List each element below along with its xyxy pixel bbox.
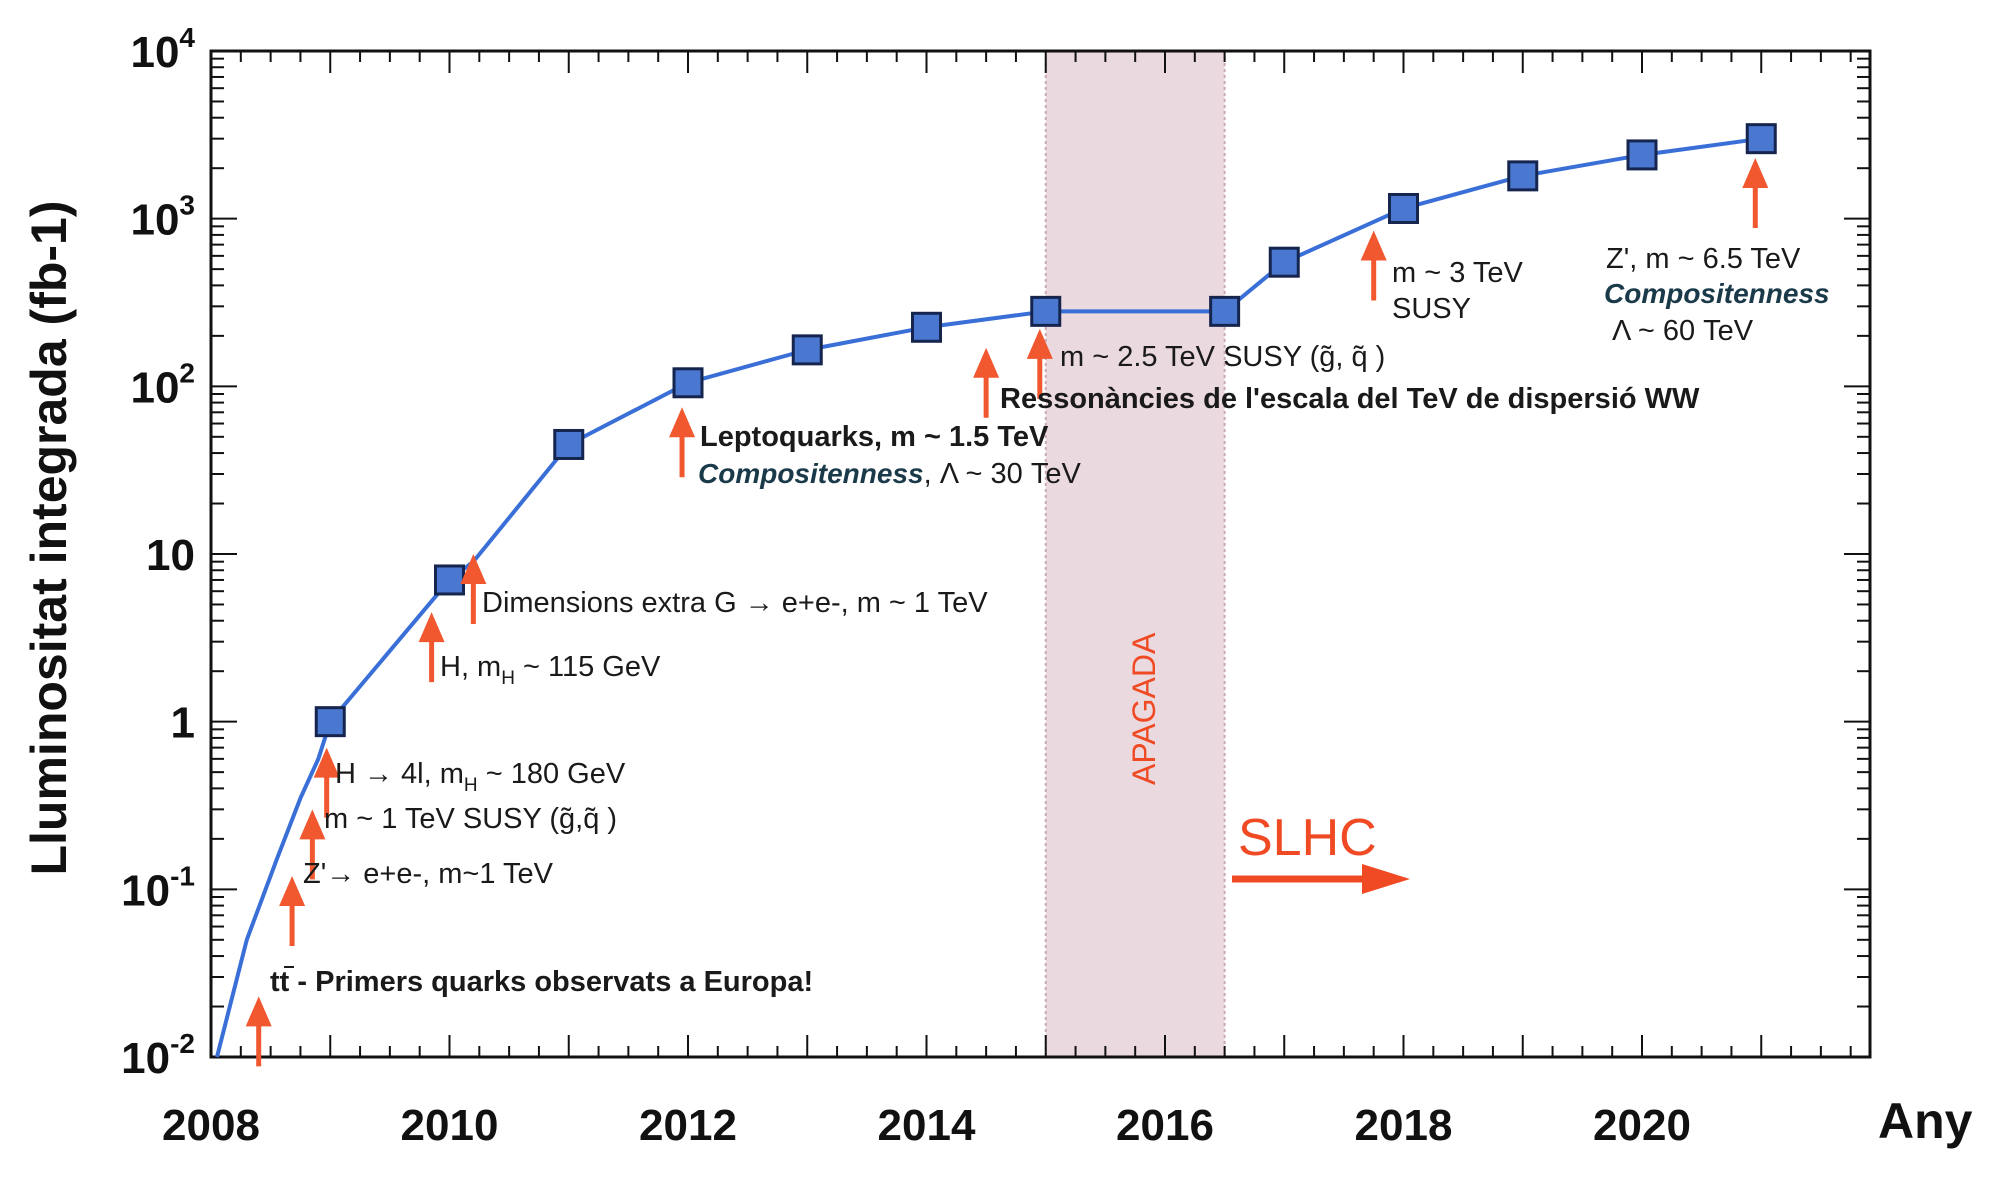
- event-arrow: [418, 612, 445, 683]
- x-axis-title: Any: [1878, 1093, 1973, 1149]
- data-point-marker: [1626, 139, 1658, 171]
- annotation-ressonancies: Ressonàncies de l'escala del TeV de disp…: [1000, 383, 1700, 415]
- event-arrow-head: [1360, 230, 1387, 261]
- x-tick-label: 2010: [401, 1101, 499, 1150]
- annotation-h4l: H → 4l, mH ~ 180 GeV: [335, 758, 626, 796]
- data-point-marker: [1745, 123, 1777, 155]
- data-point-marker: [434, 564, 465, 596]
- data-point-marker: [1268, 246, 1300, 278]
- x-tick-label: 2008: [162, 1101, 260, 1150]
- event-arrow: [1742, 158, 1769, 229]
- event-arrow-head: [313, 747, 340, 778]
- data-point-marker: [1209, 295, 1241, 327]
- y-tick-label: 10-2: [121, 1028, 195, 1083]
- y-tick-label: 103: [130, 190, 195, 245]
- annotation-susy-3tev: SUSY: [1392, 293, 1471, 325]
- event-arrow: [669, 407, 696, 478]
- y-tick-label: 104: [130, 22, 195, 77]
- luminosity-line: [215, 136, 1762, 1058]
- annotation-lambda-60: Λ ~ 60 TeV: [1612, 315, 1754, 347]
- y-tick-label: 102: [130, 357, 195, 412]
- event-arrow-head: [299, 809, 326, 840]
- event-arrow: [245, 996, 272, 1067]
- x-tick-label: 2020: [1593, 1101, 1691, 1150]
- y-tick-label: 1: [171, 699, 195, 748]
- y-tick-label: 10: [146, 531, 195, 580]
- data-point-marker: [911, 311, 942, 343]
- x-tick-label: 2016: [1116, 1101, 1214, 1150]
- event-arrow-head: [245, 996, 272, 1027]
- slhc-label: SLHC: [1238, 809, 1377, 867]
- event-arrow-head: [279, 876, 306, 907]
- slhc-arrow: [1232, 864, 1410, 894]
- event-arrow: [973, 347, 1000, 418]
- data-point-marker: [791, 334, 823, 366]
- y-axis-title: Lluminositat integrada (fb-1): [21, 201, 77, 876]
- shade-label: APAGADA: [1126, 632, 1162, 785]
- data-point-marker: [1507, 160, 1539, 192]
- data-point-marker: [553, 428, 585, 460]
- x-tick-label: 2014: [878, 1101, 976, 1150]
- annotation-zprime: Z'→ e+e-, m~1 TeV: [303, 858, 554, 890]
- annotation-compositenness-30: Compositenness, Λ ~ 30 TeV: [698, 458, 1081, 490]
- annotation-h115: H, mH ~ 115 GeV: [440, 651, 661, 689]
- annotation-dimensions: Dimensions extra G → e+e-, m ~ 1 TeV: [482, 587, 988, 619]
- event-arrow: [299, 809, 326, 880]
- data-point-marker: [672, 367, 704, 399]
- data-point-marker: [314, 706, 346, 738]
- annotation-susy-1tev: m ~ 1 TeV SUSY (g̃,q̃ ): [324, 803, 617, 835]
- event-arrow: [279, 876, 306, 947]
- event-arrow: [1360, 230, 1387, 301]
- annotation-leptoquarks: Leptoquarks, m ~ 1.5 TeV: [700, 421, 1049, 453]
- data-point-marker: [1388, 192, 1419, 224]
- shaded-region: [1045, 51, 1225, 1057]
- event-arrow-head: [460, 554, 487, 584]
- event-arrow: [1026, 328, 1053, 399]
- event-arrow: [460, 554, 487, 624]
- annotation-ttbar: tt - Primers quarks observats a Europa!: [270, 966, 813, 998]
- annotation-compositenness-60: Compositenness: [1604, 278, 1830, 309]
- x-tick-label: 2018: [1355, 1101, 1453, 1150]
- event-arrow-head: [669, 407, 696, 438]
- data-point-marker: [1030, 295, 1062, 327]
- event-arrow: [313, 747, 340, 818]
- event-arrow-head: [1742, 158, 1769, 189]
- annotation-susy-2-5tev: m ~ 2.5 TeV SUSY (g̃, q̃ ): [1060, 341, 1385, 373]
- x-tick-label: 2012: [639, 1101, 737, 1150]
- plot-frame: [209, 49, 1872, 1059]
- event-arrow-head: [418, 612, 445, 643]
- annotation-m3tev: m ~ 3 TeV: [1392, 257, 1523, 289]
- event-arrow-head: [973, 347, 1000, 378]
- event-arrow-head: [1026, 328, 1053, 359]
- annotation-zprime-6-5tev: Z', m ~ 6.5 TeV: [1606, 243, 1801, 275]
- y-tick-label: 10-1: [121, 860, 195, 915]
